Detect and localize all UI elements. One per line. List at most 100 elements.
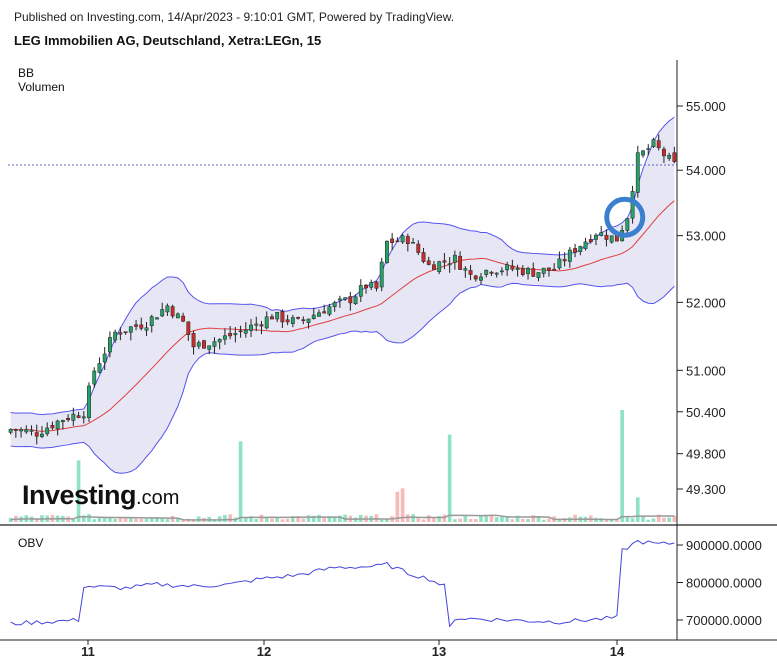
volume-bar — [432, 518, 436, 522]
candle-body — [583, 241, 588, 249]
volume-bar — [379, 519, 384, 522]
volume-bar — [646, 519, 651, 522]
volume-bar — [641, 516, 645, 522]
price-tick-label: 50.400 — [686, 405, 726, 420]
candle-body — [332, 302, 337, 307]
candle-body — [473, 275, 478, 280]
candle-body — [175, 313, 180, 319]
volume-bar — [259, 514, 264, 522]
candle-body — [369, 282, 374, 288]
candle-body — [317, 312, 321, 317]
bb-lower — [10, 282, 675, 474]
candle-body — [118, 332, 123, 335]
candle-body — [599, 232, 604, 236]
volume-bar — [557, 519, 562, 522]
volume-bar — [134, 518, 138, 522]
candle-body — [604, 234, 609, 240]
volume-bar — [662, 517, 666, 522]
candle-body — [421, 252, 426, 262]
volume-bar — [270, 518, 274, 522]
candle-body — [107, 337, 112, 353]
bollinger-band — [10, 116, 675, 474]
candle-body — [186, 321, 191, 335]
candle-body — [228, 332, 233, 337]
candle-body — [270, 316, 274, 320]
volume-bar — [609, 519, 614, 522]
volume-bar — [254, 518, 259, 522]
candle-body — [243, 329, 248, 334]
volume-ma-line — [10, 514, 675, 521]
volume-bar — [118, 517, 123, 522]
candle-body — [505, 264, 510, 271]
candle-body — [641, 150, 645, 156]
candle-body — [520, 268, 525, 275]
volume-bar — [92, 519, 97, 522]
candle-body — [400, 235, 405, 243]
candle-body — [139, 324, 144, 329]
volume-bar — [291, 516, 295, 522]
volume-bar — [400, 488, 405, 522]
candle-body — [416, 243, 421, 253]
volume-bar — [223, 515, 227, 522]
candle-body — [672, 152, 677, 162]
candle-body — [395, 240, 400, 243]
volume-bar — [76, 460, 81, 522]
candle-body — [358, 285, 363, 297]
candle-body — [327, 306, 332, 315]
candle-body — [656, 140, 661, 149]
candle-body — [379, 261, 384, 288]
volume-bar — [181, 519, 185, 522]
candle-body — [144, 327, 149, 331]
candle-body — [567, 249, 572, 262]
volume-bar — [484, 515, 489, 522]
volume-bar — [243, 516, 248, 522]
candle-body — [562, 259, 567, 262]
candle-body — [458, 255, 463, 270]
candle-body — [71, 413, 76, 421]
volume-indicator-label[interactable]: Volumen — [18, 80, 65, 94]
candle-body — [134, 324, 138, 327]
volume-bar — [458, 518, 462, 522]
volume-bar — [228, 514, 232, 522]
volume-bar — [71, 519, 76, 522]
volume-bar — [139, 518, 144, 522]
time-tick-label: 13 — [432, 644, 446, 659]
candle-body — [489, 271, 494, 274]
candle-body — [97, 363, 102, 373]
candle-body — [165, 305, 170, 313]
volume-bar — [615, 518, 619, 522]
volume-bar — [97, 517, 102, 522]
volume-bar — [630, 518, 635, 522]
volume-bar — [520, 518, 525, 522]
candle-body — [447, 263, 452, 266]
candle-body — [233, 333, 238, 336]
volume-bar — [8, 517, 13, 522]
candle-body — [385, 240, 389, 263]
candle-body — [155, 317, 159, 320]
candle-body — [536, 272, 541, 278]
candle-body — [128, 326, 133, 333]
volume-bar — [108, 517, 112, 522]
bb-fill — [10, 117, 675, 474]
volume-bar — [249, 516, 253, 522]
bb-indicator-label[interactable]: BB — [18, 66, 35, 80]
volume-bar — [672, 516, 677, 522]
candle-body — [212, 341, 217, 347]
volume-bar — [285, 519, 290, 522]
obv-tick-label: 800000.0000 — [686, 576, 762, 591]
candle-body — [484, 269, 489, 275]
obv-indicator-label[interactable]: OBV — [18, 536, 44, 550]
volume-bar — [123, 518, 128, 522]
candle-body — [526, 268, 530, 274]
candle-body — [296, 317, 300, 319]
candle-body — [254, 323, 259, 326]
candle-body — [667, 154, 672, 159]
candle-body — [353, 296, 358, 304]
volume-bar — [338, 515, 342, 522]
price-tick-label: 49.300 — [686, 482, 726, 497]
volume-bar — [651, 518, 656, 522]
volume-bar — [489, 515, 494, 522]
candle-body — [8, 429, 13, 433]
obv-tick-label: 900000.0000 — [686, 538, 762, 553]
